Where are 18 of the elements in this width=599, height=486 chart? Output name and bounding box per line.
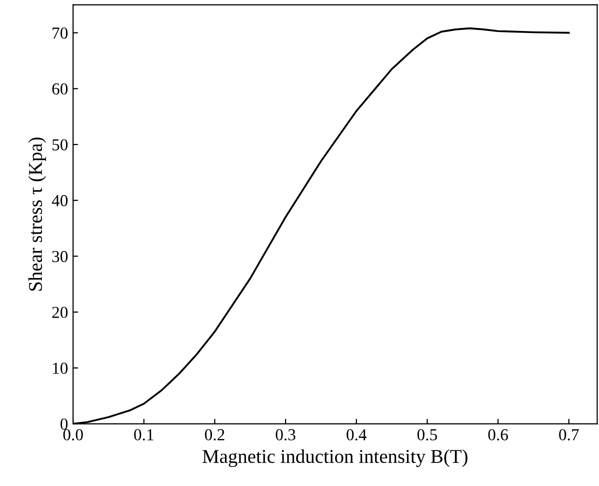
x-tick-label: 0.5 [417,429,437,440]
x-tick-label: 0.7 [559,429,579,440]
y-tick-label: 50 [52,139,68,150]
x-tick-label: 0.3 [276,429,296,440]
x-axis-title: Magnetic induction intensity B(T) [202,449,468,468]
y-tick-label: 40 [52,195,68,206]
y-tick-label: 0 [60,418,68,430]
x-tick-label: 0.6 [488,429,508,440]
y-tick-label: 10 [53,362,68,374]
x-tick-label: 0.2 [204,429,224,440]
y-tick-label: 70 [52,27,68,39]
y-axis-title: Shear stress τ (Kpa) [28,138,46,291]
x-tick-label: 0.0 [63,429,83,440]
x-tick-label: 0.1 [134,429,154,440]
x-tick-label: 0.4 [346,429,367,440]
y-tick-label: 60 [52,83,68,95]
y-tick-label: 20 [52,306,68,318]
y-tick-label: 30 [52,250,68,262]
